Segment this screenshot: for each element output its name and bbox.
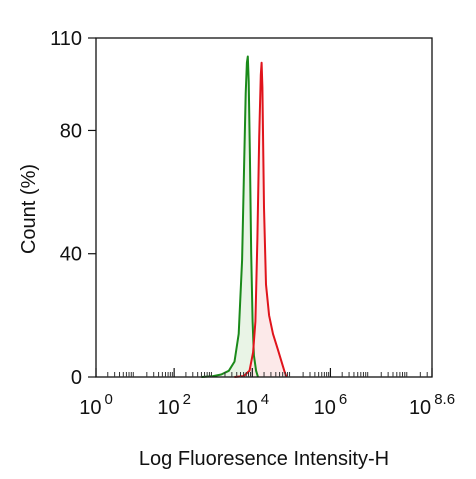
x-tick-label: 10 4 xyxy=(235,391,269,419)
x-axis-title: Log Fluoresence Intensity-H xyxy=(139,448,389,470)
x-tick-exponent: 0 xyxy=(104,391,112,408)
y-axis-title: Count (%) xyxy=(18,164,40,254)
x-tick-label: 10 2 xyxy=(157,391,191,419)
series-1-fill xyxy=(201,56,258,377)
x-tick-base: 10 xyxy=(157,397,179,419)
y-axis: 0 40 80 110 xyxy=(50,28,96,389)
x-minor-ticks xyxy=(107,372,428,377)
x-axis: 10 0 10 2 10 4 10 6 10 8.6 xyxy=(79,368,455,419)
series-fills xyxy=(201,56,287,377)
x-tick-base: 10 xyxy=(79,397,101,419)
series-lines xyxy=(201,55,288,378)
x-tick-exponent: 8.6 xyxy=(434,391,455,408)
y-tick-label: 0 xyxy=(71,367,82,389)
y-tick-label: 80 xyxy=(60,120,82,142)
x-tick-label: 10 8.6 xyxy=(409,391,455,419)
x-tick-exponent: 4 xyxy=(261,391,269,408)
series-2-line xyxy=(234,61,288,378)
x-tick-label: 10 6 xyxy=(314,391,348,419)
x-tick-base: 10 xyxy=(409,397,431,419)
x-tick-label: 10 0 xyxy=(79,391,113,419)
x-tick-base: 10 xyxy=(235,397,257,419)
series-1-line xyxy=(201,55,259,378)
x-tick-exponent: 2 xyxy=(183,391,191,408)
series-2-fill xyxy=(234,62,287,377)
y-tick-label: 40 xyxy=(60,244,82,266)
y-tick-label: 110 xyxy=(50,28,82,50)
x-tick-exponent: 6 xyxy=(339,391,347,408)
x-tick-base: 10 xyxy=(314,397,336,419)
